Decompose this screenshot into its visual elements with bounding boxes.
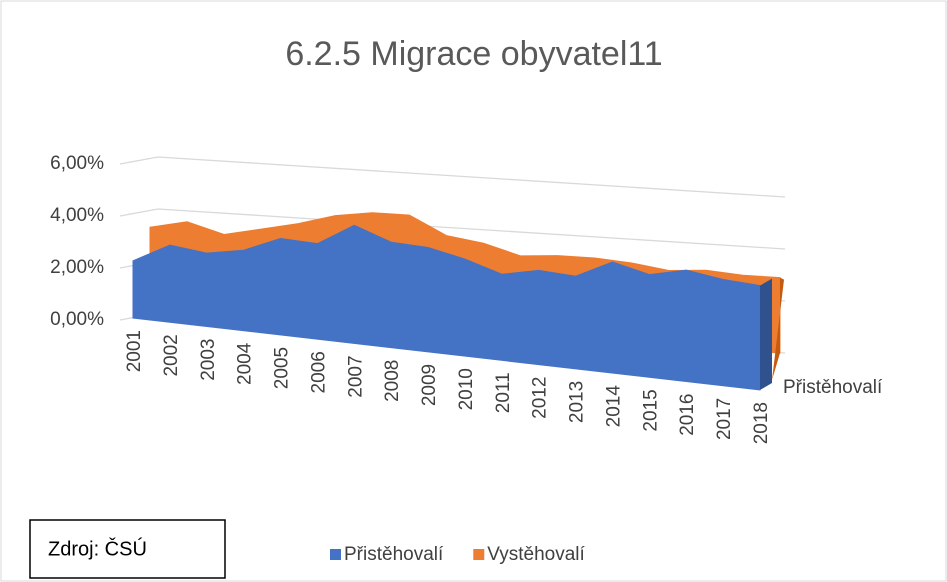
x-tick-label: 2014 [603,385,624,428]
source-text: Zdroj: ČSÚ [48,537,147,560]
area-side [772,277,784,380]
y-tick-label: 4,00% [50,205,104,226]
legend-label: Přistěhovalí [344,544,444,565]
x-tick-label: 2009 [419,364,440,406]
x-tick-label: 2011 [493,372,514,413]
x-tick-label: 2012 [530,377,551,419]
x-tick-label: 2013 [567,381,588,423]
x-tick-label: 2005 [272,347,293,389]
area-side [760,278,772,390]
x-tick-label: 2007 [345,355,366,397]
legend-swatch [330,549,341,560]
chart-title: 6.2.5 Migrace obyvatel11 [285,35,662,73]
x-tick-label: 2006 [308,351,329,393]
y-tick-label: 2,00% [50,257,104,278]
x-tick-label: 2003 [198,338,219,380]
y-tick-label: 6,00% [50,153,104,174]
area-series [132,224,761,391]
x-tick-label: 2008 [382,360,403,402]
x-tick-label: 2010 [456,368,477,410]
x-tick-label: 2002 [161,334,182,376]
y-tick-label: 0,00% [50,309,104,330]
legend-swatch [473,549,485,560]
legend-label: Vystěhovalí [487,544,585,565]
x-tick-label: 2017 [714,398,735,440]
x-tick-label: 2016 [677,394,698,436]
grid-line [119,156,786,198]
x-tick-label: 2004 [235,342,256,385]
x-tick-label: 2015 [640,389,661,431]
x-tick-label: 2001 [124,330,145,372]
x-tick-label: 2018 [751,402,772,444]
depth-axis-label: Přistěhovalí [783,377,883,398]
source-box [29,519,226,579]
grid-line [119,208,786,250]
